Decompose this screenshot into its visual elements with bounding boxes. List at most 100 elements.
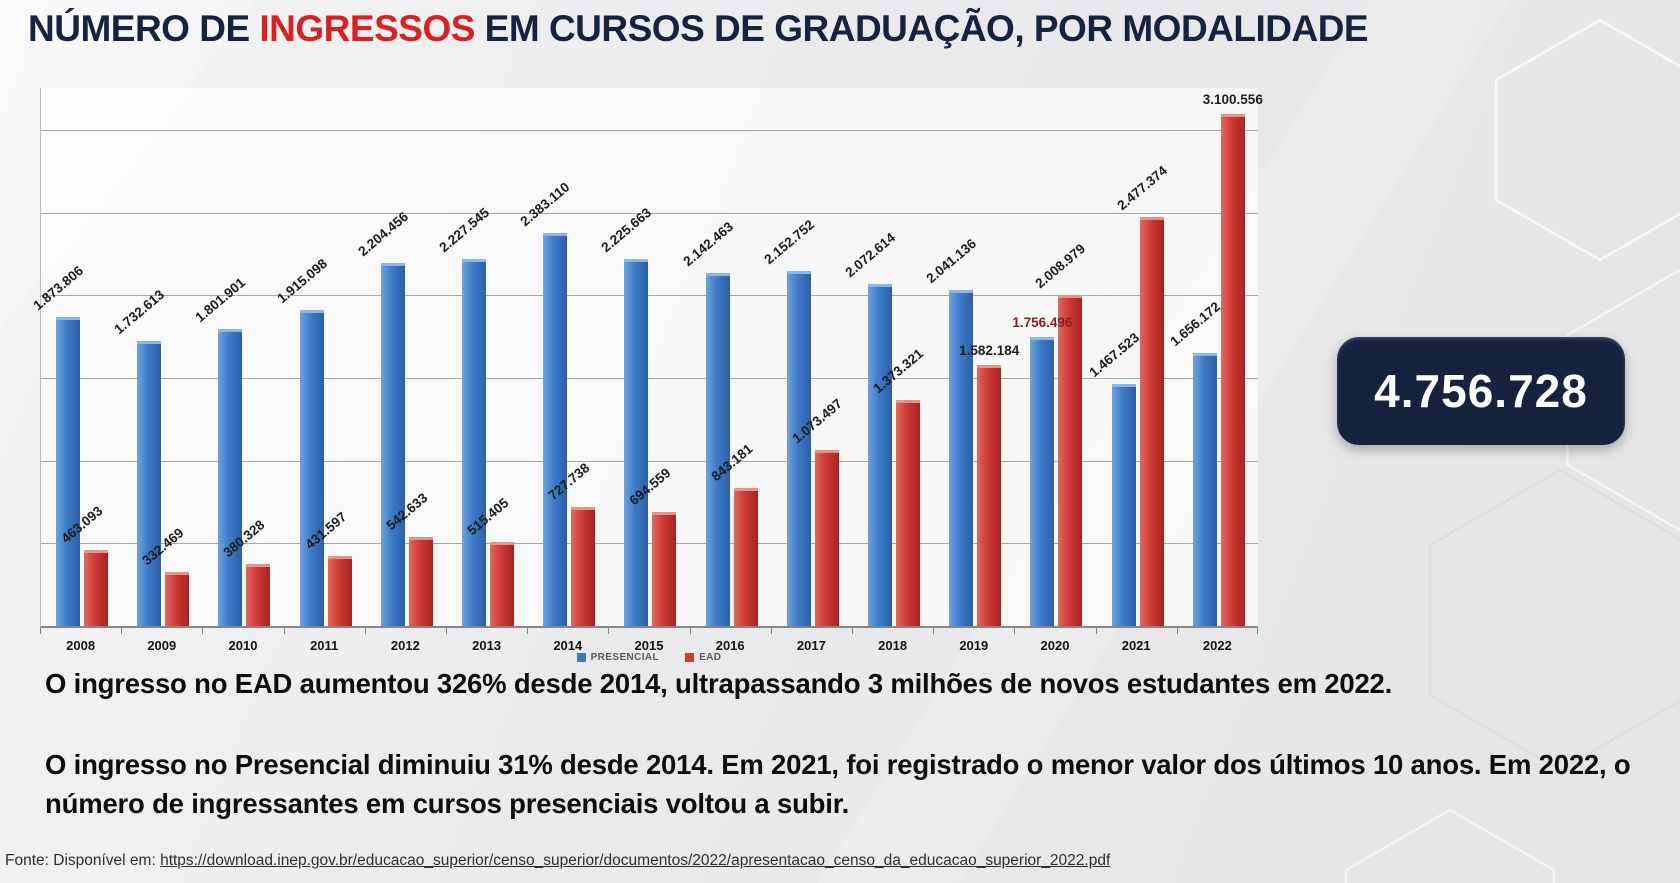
bar-top-face <box>624 259 649 263</box>
bar-top-face <box>408 537 433 541</box>
bar-presencial-2009 <box>137 340 162 627</box>
x-label-2014: 2014 <box>553 638 583 653</box>
bar-ead-2016 <box>733 487 758 627</box>
label-presencial-2022: 1.656.172 <box>1167 299 1223 350</box>
x-tick <box>689 627 691 634</box>
bar-top-face <box>949 289 974 293</box>
bar-top-face <box>786 271 811 275</box>
label-presencial-2016: 2.142.463 <box>679 218 736 269</box>
bar-ead-2018 <box>896 399 920 627</box>
bar-top-face <box>705 272 730 276</box>
gridline <box>41 295 1258 297</box>
title-part2: EM CURSOS DE GRADUAÇÃO, POR MODALIDADE <box>474 8 1369 49</box>
x-axis-line <box>41 626 1258 628</box>
bar-top-face <box>1111 384 1136 388</box>
x-tick <box>364 627 366 634</box>
legend-label-presencial: PRESENCIAL <box>590 652 660 663</box>
x-label-2020: 2020 <box>1040 638 1070 653</box>
bar-top-face <box>571 506 596 510</box>
bar-top-face <box>380 262 405 266</box>
total-badge: 4.756.728 <box>1337 337 1625 445</box>
x-tick <box>1014 627 1016 634</box>
bar-top-face <box>56 317 80 321</box>
title-highlight: INGRESSOS <box>259 8 475 49</box>
bar-ead-2012 <box>408 537 433 627</box>
x-tick <box>770 627 772 634</box>
chart-legend: PRESENCIAL EAD <box>40 652 1258 663</box>
bar-presencial-2015 <box>624 259 649 627</box>
bar-ead-2019 <box>977 365 1002 627</box>
bar-top-face <box>327 555 352 559</box>
bar-presencial-2022 <box>1192 353 1217 627</box>
x-tick <box>283 627 285 634</box>
bar-top-face <box>299 310 324 314</box>
chart-plot-area: 1.873.806 463.093 1.732.613 332.469 1.801.90… <box>30 88 1263 628</box>
total-badge-value: 4.756.728 <box>1374 365 1588 417</box>
bar-top-face <box>543 232 568 236</box>
bar-top-face <box>84 550 108 554</box>
gridline <box>41 130 1258 131</box>
bar-ead-2017 <box>814 449 839 627</box>
x-tick <box>608 627 610 634</box>
x-label-2015: 2015 <box>634 638 664 653</box>
bar-top-face <box>490 541 514 545</box>
label-presencial-2010: 1.801.901 <box>192 274 249 326</box>
bar-presencial-2012 <box>380 262 405 627</box>
x-tick <box>202 627 204 634</box>
bar-top-face <box>137 340 162 344</box>
x-label-2013: 2013 <box>472 638 502 653</box>
x-tick <box>121 627 123 634</box>
x-tick <box>852 627 853 634</box>
gridline <box>41 212 1258 214</box>
source-footer: Fonte: Disponível em: https://download.i… <box>5 852 1110 870</box>
label-presencial-2012: 2.204.456 <box>355 208 411 259</box>
bar-presencial-2013 <box>462 258 486 627</box>
presencial-swatch-icon <box>576 653 586 662</box>
bar-presencial-2021 <box>1111 384 1136 627</box>
label-ead-2019: 1.582.184 <box>959 343 1020 359</box>
x-label-2018: 2018 <box>878 638 908 653</box>
bar-ead-2015 <box>652 512 677 627</box>
label-presencial-2021: 1.467.523 <box>1085 330 1142 381</box>
note-presencial: O ingresso no Presencial diminuiu 31% de… <box>45 749 1631 819</box>
title-part1: NÚMERO DE <box>28 8 260 49</box>
gridline <box>41 543 1258 545</box>
bar-ead-2008 <box>84 550 108 627</box>
x-label-2016: 2016 <box>715 638 745 653</box>
bar-top-face <box>896 399 920 403</box>
page-title: NÚMERO DE INGRESSOS EM CURSOS DE GRADUAÇ… <box>28 8 1369 50</box>
x-label-2017: 2017 <box>796 638 826 653</box>
bar-presencial-2018 <box>868 284 892 627</box>
x-tick <box>527 627 529 634</box>
bar-top-face <box>246 564 271 568</box>
bar-top-face <box>977 365 1002 369</box>
label-presencial-2019: 2.041.136 <box>923 235 980 286</box>
bar-top-face <box>1030 336 1055 340</box>
bar-presencial-2017 <box>786 271 811 627</box>
source-url[interactable]: https://download.inep.gov.br/educacao_su… <box>160 852 1111 869</box>
note-ead: O ingresso no EAD aumentou 326% desde 20… <box>45 668 1393 699</box>
label-presencial-2017: 2.152.752 <box>761 216 817 268</box>
bar-top-face <box>1058 294 1083 298</box>
bar-top-face <box>218 329 243 333</box>
bar-chart: 1.873.806 463.093 1.732.613 332.469 1.801.90… <box>30 88 1263 698</box>
label-ead-2020: 2.008.979 <box>1032 240 1089 291</box>
x-label-2012: 2012 <box>390 638 420 653</box>
bar-top-face <box>165 572 190 576</box>
legend-item-presencial: PRESENCIAL <box>576 652 660 663</box>
label-presencial-2009: 1.732.613 <box>111 286 168 337</box>
bar-presencial-2011 <box>299 310 324 627</box>
bar-presencial-2010 <box>218 329 243 627</box>
bar-presencial-2020 <box>1030 336 1055 627</box>
x-label-2019: 2019 <box>959 638 989 653</box>
x-tick <box>933 627 935 634</box>
bar-ead-2011 <box>327 555 352 627</box>
bar-top-face <box>1139 217 1164 221</box>
bar-ead-2020 <box>1058 294 1083 627</box>
bar-presencial-2019 <box>949 289 974 627</box>
bar-top-face <box>814 449 839 453</box>
bar-ead-2021 <box>1139 217 1164 627</box>
bar-top-face <box>733 487 758 491</box>
bar-presencial-2008 <box>56 317 80 627</box>
